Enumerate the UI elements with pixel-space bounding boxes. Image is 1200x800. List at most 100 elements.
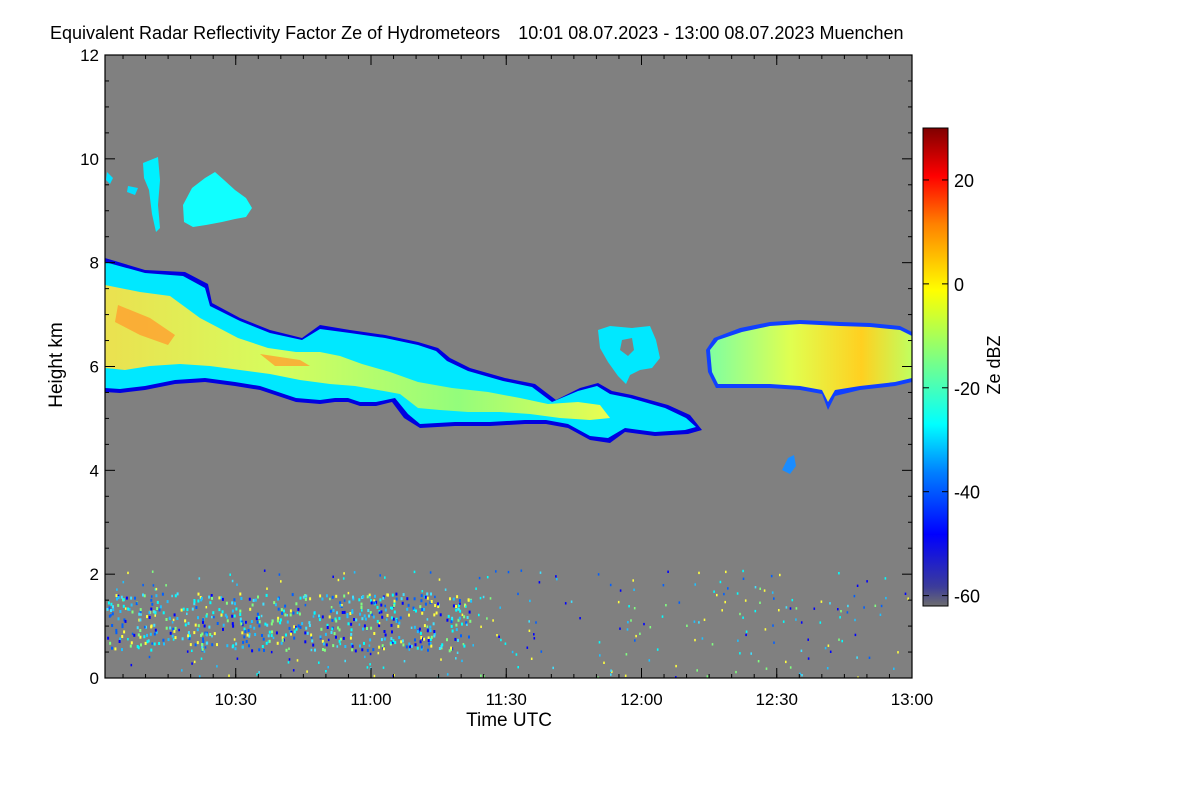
clutter-speckle [140, 643, 142, 647]
clutter-speckle [242, 640, 245, 644]
clutter-speckle [244, 630, 247, 634]
clutter-speckle [245, 640, 248, 643]
clutter-speckle [363, 641, 365, 645]
clutter-speckle [144, 625, 146, 629]
clutter-speckle [239, 592, 242, 596]
clutter-speckle [863, 606, 865, 609]
clutter-speckle [293, 636, 296, 640]
clutter-speckle [463, 644, 466, 648]
clutter-speckle [389, 641, 392, 645]
clutter-speckle [234, 602, 236, 606]
clutter-speckle [197, 616, 199, 620]
clutter-speckle [713, 590, 715, 593]
clutter-speckle [427, 639, 430, 642]
clutter-speckle [335, 594, 338, 598]
clutter-speckle [381, 615, 384, 619]
clutter-speckle [312, 615, 315, 618]
clutter-speckle [632, 579, 634, 582]
clutter-speckle [624, 674, 627, 677]
clutter-speckle [649, 626, 652, 629]
clutter-speckle [201, 647, 204, 651]
clutter-speckle [181, 669, 183, 672]
clutter-speckle [627, 621, 629, 624]
clutter-speckle [393, 674, 395, 677]
clutter-speckle [130, 596, 133, 600]
clutter-speckle [456, 651, 459, 654]
clutter-speckle [426, 625, 429, 628]
clutter-speckle [625, 653, 628, 656]
clutter-speckle [194, 643, 197, 647]
clutter-speckle [416, 646, 419, 650]
clutter-speckle [879, 613, 882, 616]
clutter-speckle [205, 614, 208, 618]
clutter-speckle [158, 608, 161, 612]
clutter-speckle [115, 628, 118, 632]
clutter-speckle [322, 642, 325, 646]
clutter-speckle [123, 618, 126, 622]
clutter-speckle [364, 655, 366, 659]
clutter-speckle [789, 607, 792, 610]
clutter-speckle [347, 622, 350, 626]
clutter-speckle [150, 595, 153, 598]
clutter-speckle [435, 611, 438, 615]
clutter-speckle [116, 597, 118, 601]
clutter-speckle [221, 610, 224, 614]
clutter-speckle [293, 630, 296, 634]
clutter-speckle [897, 651, 899, 654]
clutter-speckle [711, 643, 714, 646]
clutter-speckle [186, 650, 189, 653]
clutter-speckle [338, 639, 341, 643]
clutter-speckle [678, 601, 681, 604]
clutter-speckle [280, 641, 283, 645]
clutter-speckle [499, 606, 501, 609]
clutter-speckle [353, 618, 355, 621]
clutter-speckle [137, 633, 140, 637]
clutter-speckle [857, 676, 859, 678]
clutter-speckle [228, 674, 230, 677]
clutter-speckle [306, 631, 309, 635]
clutter-speckle [267, 640, 270, 644]
clutter-speckle [378, 645, 381, 649]
clutter-speckle [392, 639, 395, 643]
clutter-speckle [598, 641, 601, 644]
clutter-speckle [432, 622, 435, 626]
clutter-speckle [656, 648, 659, 651]
clutter-speckle [143, 635, 146, 639]
clutter-speckle [555, 575, 557, 578]
clutter-speckle [148, 655, 151, 659]
clutter-speckle [234, 647, 237, 651]
clutter-speckle [254, 598, 257, 602]
clutter-speckle [226, 644, 229, 648]
clutter-speckle [483, 675, 485, 678]
clutter-speckle [139, 629, 142, 632]
clutter-speckle [854, 633, 857, 637]
clutter-speckle [176, 617, 179, 620]
clutter-speckle [289, 609, 292, 613]
clutter-speckle [458, 604, 460, 608]
clutter-speckle [380, 610, 383, 614]
clutter-speckle [424, 595, 427, 599]
clutter-speckle [165, 584, 167, 587]
clutter-speckle [373, 632, 376, 635]
clutter-speckle [351, 648, 354, 652]
clutter-speckle [433, 613, 436, 617]
clutter-speckle [216, 622, 219, 625]
clutter-speckle [121, 625, 124, 629]
clutter-speckle [428, 642, 431, 646]
clutter-speckle [413, 597, 416, 601]
clutter-speckle [265, 641, 268, 645]
clutter-speckle [236, 657, 239, 660]
clutter-speckle [478, 613, 480, 617]
clutter-speckle [292, 669, 295, 672]
clutter-speckle [119, 610, 122, 613]
clutter-speckle [648, 659, 651, 662]
clutter-speckle [839, 616, 841, 619]
clutter-speckle [504, 642, 507, 645]
clutter-speckle [744, 599, 747, 602]
clutter-speckle [173, 629, 176, 633]
clutter-speckle [208, 625, 211, 629]
clutter-speckle [434, 595, 436, 599]
clutter-speckle [236, 583, 238, 586]
clutter-speckle [626, 628, 629, 631]
clutter-speckle [384, 604, 386, 608]
